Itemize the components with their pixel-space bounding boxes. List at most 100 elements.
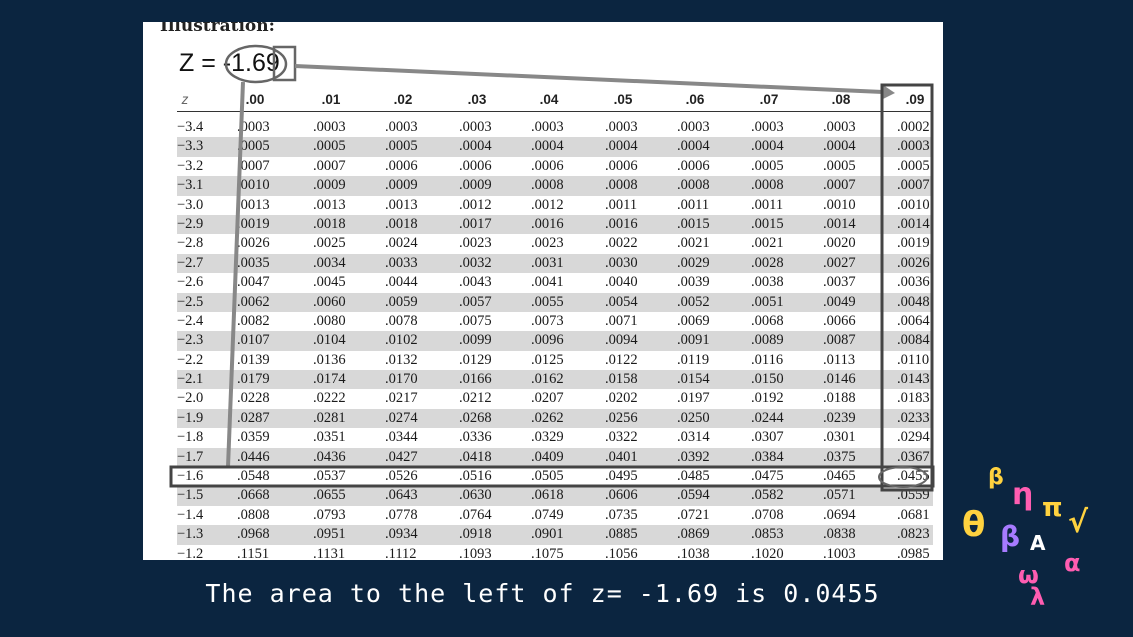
table-cell: .0004 bbox=[823, 138, 856, 155]
table-cell: .0212 bbox=[459, 390, 492, 407]
table-cell: .0049 bbox=[823, 293, 856, 310]
table-row: −2.5 .0062 .0060 .0059 .0057 .0055 .0054 .0052.… bbox=[177, 292, 933, 312]
table-cell: .0021 bbox=[677, 235, 710, 252]
table-cell: .0096 bbox=[531, 332, 564, 349]
table-cell: .0465 bbox=[823, 468, 856, 485]
table-cell: .0485 bbox=[677, 468, 710, 485]
header-col: .02 bbox=[393, 92, 413, 107]
table-cell: .0526 bbox=[385, 468, 418, 485]
z-table-body: −3.4 .0003 .0003 .0003 .0003 .0003 .0003 .0003.… bbox=[177, 118, 933, 560]
table-cell: .0436 bbox=[313, 448, 346, 465]
row-z-value: −1.8 bbox=[177, 429, 204, 446]
table-cell: .0136 bbox=[313, 351, 346, 368]
table-cell: .0062 bbox=[237, 293, 270, 310]
table-cell: .0228 bbox=[237, 390, 270, 407]
greek-symbol: β bbox=[988, 465, 1004, 490]
table-cell: .0132 bbox=[385, 351, 418, 368]
table-cell: .0009 bbox=[459, 177, 492, 194]
table-cell: .0823 bbox=[897, 526, 930, 543]
table-cell: .0630 bbox=[459, 487, 492, 504]
row-z-value: −3.1 bbox=[177, 177, 204, 194]
table-cell: .0006 bbox=[677, 157, 710, 174]
table-cell: .0004 bbox=[459, 138, 492, 155]
table-cell: .0107 bbox=[237, 332, 270, 349]
table-cell: .0003 bbox=[751, 119, 784, 135]
table-cell: .0038 bbox=[751, 274, 784, 291]
table-cell: .0559 bbox=[897, 487, 930, 504]
table-cell: .0594 bbox=[677, 487, 710, 504]
table-cell: .0125 bbox=[531, 351, 564, 368]
table-cell: .0010 bbox=[897, 196, 930, 213]
table-row: −2.7 .0035 .0034 .0033 .0032 .0031 .0030 .0029.… bbox=[177, 253, 933, 274]
table-cell: .0055 bbox=[531, 293, 564, 310]
table-cell: .0329 bbox=[531, 429, 564, 446]
greek-symbol: θ bbox=[962, 505, 986, 545]
header-col: .09 bbox=[905, 92, 925, 107]
table-cell: .0655 bbox=[313, 487, 346, 504]
row-z-value: −1.7 bbox=[177, 448, 204, 465]
table-cell: .0344 bbox=[385, 429, 418, 446]
illustration-label: Illustration: bbox=[160, 22, 275, 36]
table-cell: .0078 bbox=[385, 312, 418, 329]
table-cell: .0005 bbox=[751, 157, 784, 174]
table-cell: .0040 bbox=[605, 274, 638, 291]
table-cell: .0005 bbox=[237, 138, 270, 155]
table-cell: .0005 bbox=[313, 138, 346, 155]
table-cell: .0010 bbox=[823, 196, 856, 213]
table-cell: .0030 bbox=[605, 254, 638, 271]
table-cell: .0129 bbox=[459, 351, 492, 368]
table-cell: .0012 bbox=[531, 196, 564, 213]
table-cell: .0009 bbox=[385, 177, 418, 194]
table-cell: .0294 bbox=[897, 429, 930, 446]
table-cell: .1003 bbox=[823, 545, 856, 560]
table-cell: .0005 bbox=[385, 138, 418, 155]
table-cell: .0307 bbox=[751, 429, 784, 446]
row-z-value: −2.1 bbox=[177, 371, 204, 388]
table-cell: .0250 bbox=[677, 409, 710, 426]
table-row: −1.9 .0287 .0281 .0274 .0268 .0262 .0256 .0250.… bbox=[177, 408, 933, 429]
table-cell: .0314 bbox=[677, 429, 710, 446]
table-cell: .0427 bbox=[385, 448, 418, 465]
table-cell: .0035 bbox=[237, 254, 270, 271]
table-cell: .0064 bbox=[897, 312, 930, 329]
table-cell: .0007 bbox=[313, 157, 346, 174]
table-cell: .0073 bbox=[531, 312, 564, 329]
row-z-value: −2.5 bbox=[177, 293, 204, 310]
table-cell: .0853 bbox=[751, 526, 784, 543]
table-cell: .0075 bbox=[459, 312, 492, 329]
table-header: z .00 .01 .02 .03 .04 .05 .06 .07 .08 .09 bbox=[177, 89, 933, 112]
table-cell: .0375 bbox=[823, 448, 856, 465]
table-cell: .0139 bbox=[237, 351, 270, 368]
table-cell: .0268 bbox=[459, 409, 492, 426]
table-cell: .0116 bbox=[751, 351, 784, 368]
table-cell: .0066 bbox=[823, 312, 856, 329]
table-cell: .0885 bbox=[605, 526, 638, 543]
table-cell: .0233 bbox=[897, 409, 930, 426]
table-cell: .0041 bbox=[531, 274, 564, 291]
table-cell: .0143 bbox=[897, 371, 930, 388]
table-row: −1.6 .0548 .0537 .0526 .0516 .0505 .0495 .0485.… bbox=[177, 467, 933, 486]
table-cell: .0011 bbox=[605, 196, 638, 213]
table-cell: .1038 bbox=[677, 545, 710, 560]
table-cell: .0002 bbox=[897, 119, 930, 135]
table-cell: .0003 bbox=[531, 119, 564, 135]
table-cell: .0256 bbox=[605, 409, 638, 426]
table-cell: .0006 bbox=[385, 157, 418, 174]
table-cell: .0158 bbox=[605, 371, 638, 388]
table-cell: .0013 bbox=[385, 196, 418, 213]
row-z-value: −1.5 bbox=[177, 487, 204, 504]
table-cell: .0071 bbox=[605, 312, 638, 329]
table-cell: .0104 bbox=[313, 332, 346, 349]
row-z-value: −3.2 bbox=[177, 157, 204, 174]
table-cell: .0028 bbox=[751, 254, 784, 271]
z-value: -1.69 bbox=[222, 49, 280, 77]
row-z-value: −1.9 bbox=[177, 409, 204, 426]
greek-symbol: A bbox=[1030, 531, 1046, 555]
table-cell: .0681 bbox=[897, 506, 930, 523]
z-prefix: Z = bbox=[179, 49, 223, 77]
table-cell: .0207 bbox=[531, 390, 564, 407]
table-cell: .0014 bbox=[897, 215, 930, 232]
table-cell: .0418 bbox=[459, 448, 492, 465]
greek-symbol: β bbox=[1000, 520, 1021, 553]
